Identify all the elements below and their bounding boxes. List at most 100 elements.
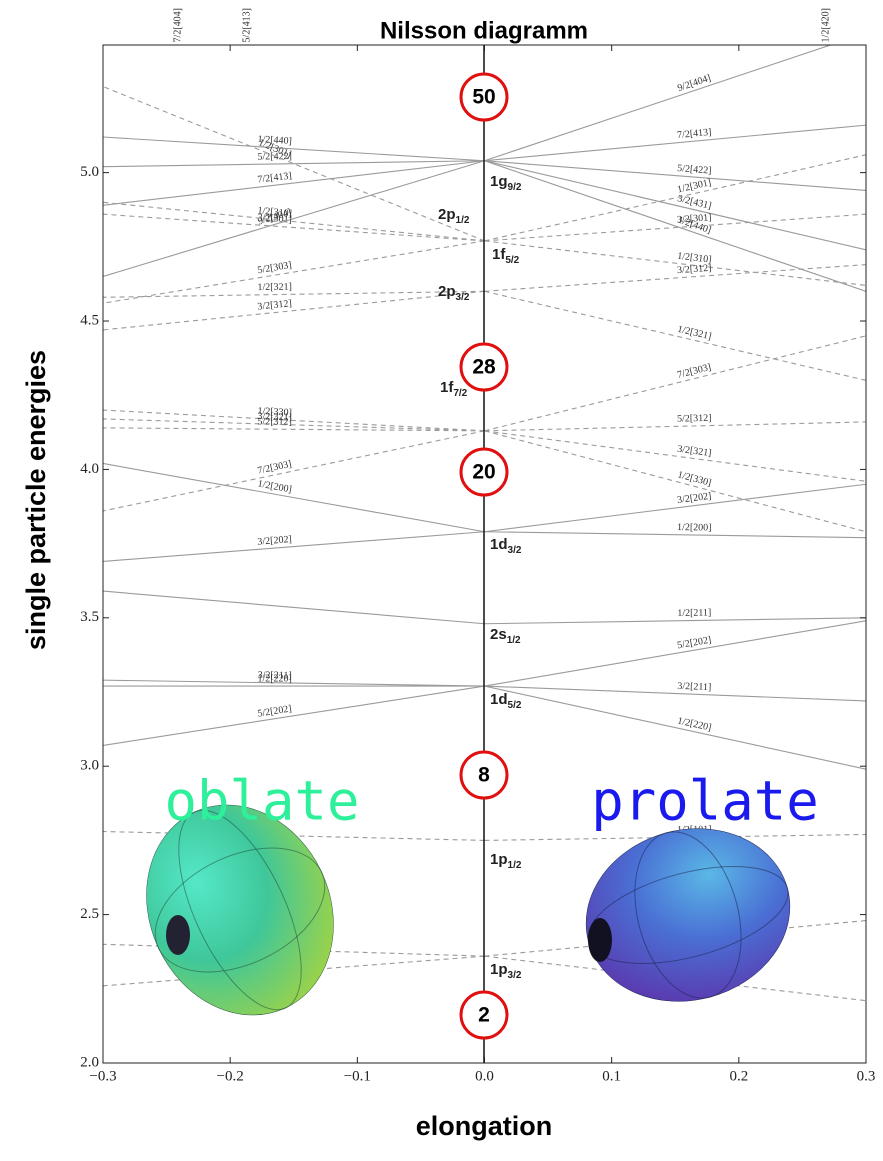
level-sub: 5/2 [505, 255, 519, 266]
level-sub: 3/2 [508, 545, 522, 556]
orbital-label: 5/2[422] [677, 163, 712, 177]
y-tick-label: 5.0 [80, 164, 99, 180]
magic-number: 50 [472, 86, 495, 109]
x-tick-label: 0.0 [475, 1068, 494, 1084]
shape-label: oblate [164, 770, 359, 833]
orbital-label: 5/2[202] [676, 635, 712, 652]
orbital-line [103, 161, 485, 167]
level-sub: 3/2 [508, 970, 522, 981]
orbital-line [103, 202, 485, 241]
orbital-label: 5/2[312] [677, 413, 712, 425]
chart-title: Nilsson diagramm [380, 17, 588, 44]
orbital-line [485, 431, 867, 481]
orbital-label: 3/2[312] [677, 263, 712, 276]
orbital-line [485, 336, 867, 431]
orbital-line [485, 618, 867, 624]
magic-number: 20 [472, 461, 495, 484]
spherical-level-label: 1d5/2 [490, 691, 522, 711]
orbital-line [485, 33, 867, 161]
top-orbital-label: 1/2[420] [820, 8, 831, 42]
y-axis-label: single particle energies [21, 350, 51, 650]
orbital-label: 5/2[303] [257, 260, 293, 276]
level-sub: 7/2 [453, 388, 467, 399]
spherical-level-label: 2p3/2 [438, 283, 470, 303]
orbital-label: 1/2[211] [677, 608, 711, 620]
orbital-line [485, 431, 867, 532]
chart: Nilsson diagramm elongation single parti… [0, 0, 883, 1156]
magic-number: 2 [478, 1004, 490, 1027]
orbital-label: 1/2[220] [676, 716, 712, 734]
level-main: 1f [440, 379, 454, 396]
level-sub: 1/2 [456, 215, 470, 226]
magic-number: 8 [478, 764, 490, 787]
orbital-label: 7/2[413] [677, 127, 712, 141]
orbital-line [103, 532, 485, 562]
orbital-label: 3/2[202] [257, 534, 292, 548]
spherical-level-label: 2p1/2 [438, 206, 470, 226]
orbital-label: 7/2[303] [257, 459, 293, 477]
level-sub: 1/2 [507, 635, 521, 646]
orbital-line [103, 463, 485, 531]
orbital-label: 1/2[200] [257, 479, 293, 496]
top-orbital-label: 5/2[413] [241, 8, 252, 42]
spherical-level-label: 2s1/2 [490, 626, 521, 646]
orbital-line [103, 680, 485, 686]
orbital-line [485, 161, 867, 292]
spherical-level-label: 1d3/2 [490, 536, 522, 556]
orbital-line [485, 161, 867, 191]
x-tick-label: 0.2 [729, 1068, 748, 1084]
level-sub: 3/2 [456, 292, 470, 303]
level-main: 1f [492, 246, 506, 263]
level-main: 2p [438, 283, 456, 300]
orbital-label: 5/2[312] [257, 416, 292, 427]
y-tick-label: 3.5 [80, 609, 99, 625]
shape-label: prolate [591, 770, 819, 833]
orbital-line [485, 265, 867, 292]
orbital-line [103, 291, 485, 330]
level-main: 1g [490, 173, 508, 190]
x-axis-label: elongation [416, 1111, 553, 1141]
orbital-line [485, 125, 867, 161]
level-sub: 5/2 [508, 700, 522, 711]
level-main: 1p [490, 961, 508, 978]
orbital-label: 1/2[321] [257, 282, 292, 294]
orbital-line [485, 291, 867, 380]
orbital-label: 3/2[312] [257, 298, 292, 312]
level-main: 1d [490, 536, 508, 553]
orbital-label: 1/2[200] [677, 522, 712, 534]
spherical-level-label: 1f7/2 [440, 379, 468, 399]
level-sub: 9/2 [508, 182, 522, 193]
x-tick-label: 0.3 [857, 1068, 876, 1084]
x-tick-label: 0.1 [602, 1068, 621, 1084]
level-main: 1d [490, 691, 508, 708]
orbital-label: 1/2[321] [676, 324, 712, 343]
x-tick-label: −0.3 [89, 1068, 116, 1084]
orbital-line [485, 484, 867, 531]
x-tick-label: −0.2 [217, 1068, 244, 1084]
orbital-line [485, 422, 867, 431]
orbital-line [485, 532, 867, 538]
orbital-line [103, 137, 485, 161]
magic-number: 28 [472, 356, 496, 379]
y-tick-label: 2.5 [80, 906, 99, 922]
orbital-label: 1/2[301] [676, 177, 712, 195]
level-main: 1p [490, 851, 508, 868]
spherical-level-label: 1p1/2 [490, 851, 522, 871]
top-orbital-label: 7/2[404] [172, 8, 183, 42]
level-main: 2s [490, 626, 507, 643]
spherical-level-label: 1g9/2 [490, 173, 522, 193]
orbital-line [103, 686, 485, 745]
spherical-level-label: 1p3/2 [490, 961, 522, 981]
level-sub: 1/2 [508, 860, 522, 871]
orbital-line [103, 161, 485, 206]
spherical-level-label: 1f5/2 [492, 246, 520, 266]
orbital-line [485, 621, 867, 686]
orbital-label: 1/2[220] [257, 673, 291, 684]
level-main: 2p [438, 206, 456, 223]
y-tick-label: 3.0 [80, 758, 99, 774]
orbital-line [103, 431, 485, 511]
orbital-label: 3/2[211] [677, 681, 711, 693]
orbital-line [103, 591, 485, 624]
y-tick-label: 4.5 [80, 312, 99, 328]
x-tick-label: −0.1 [344, 1068, 371, 1084]
